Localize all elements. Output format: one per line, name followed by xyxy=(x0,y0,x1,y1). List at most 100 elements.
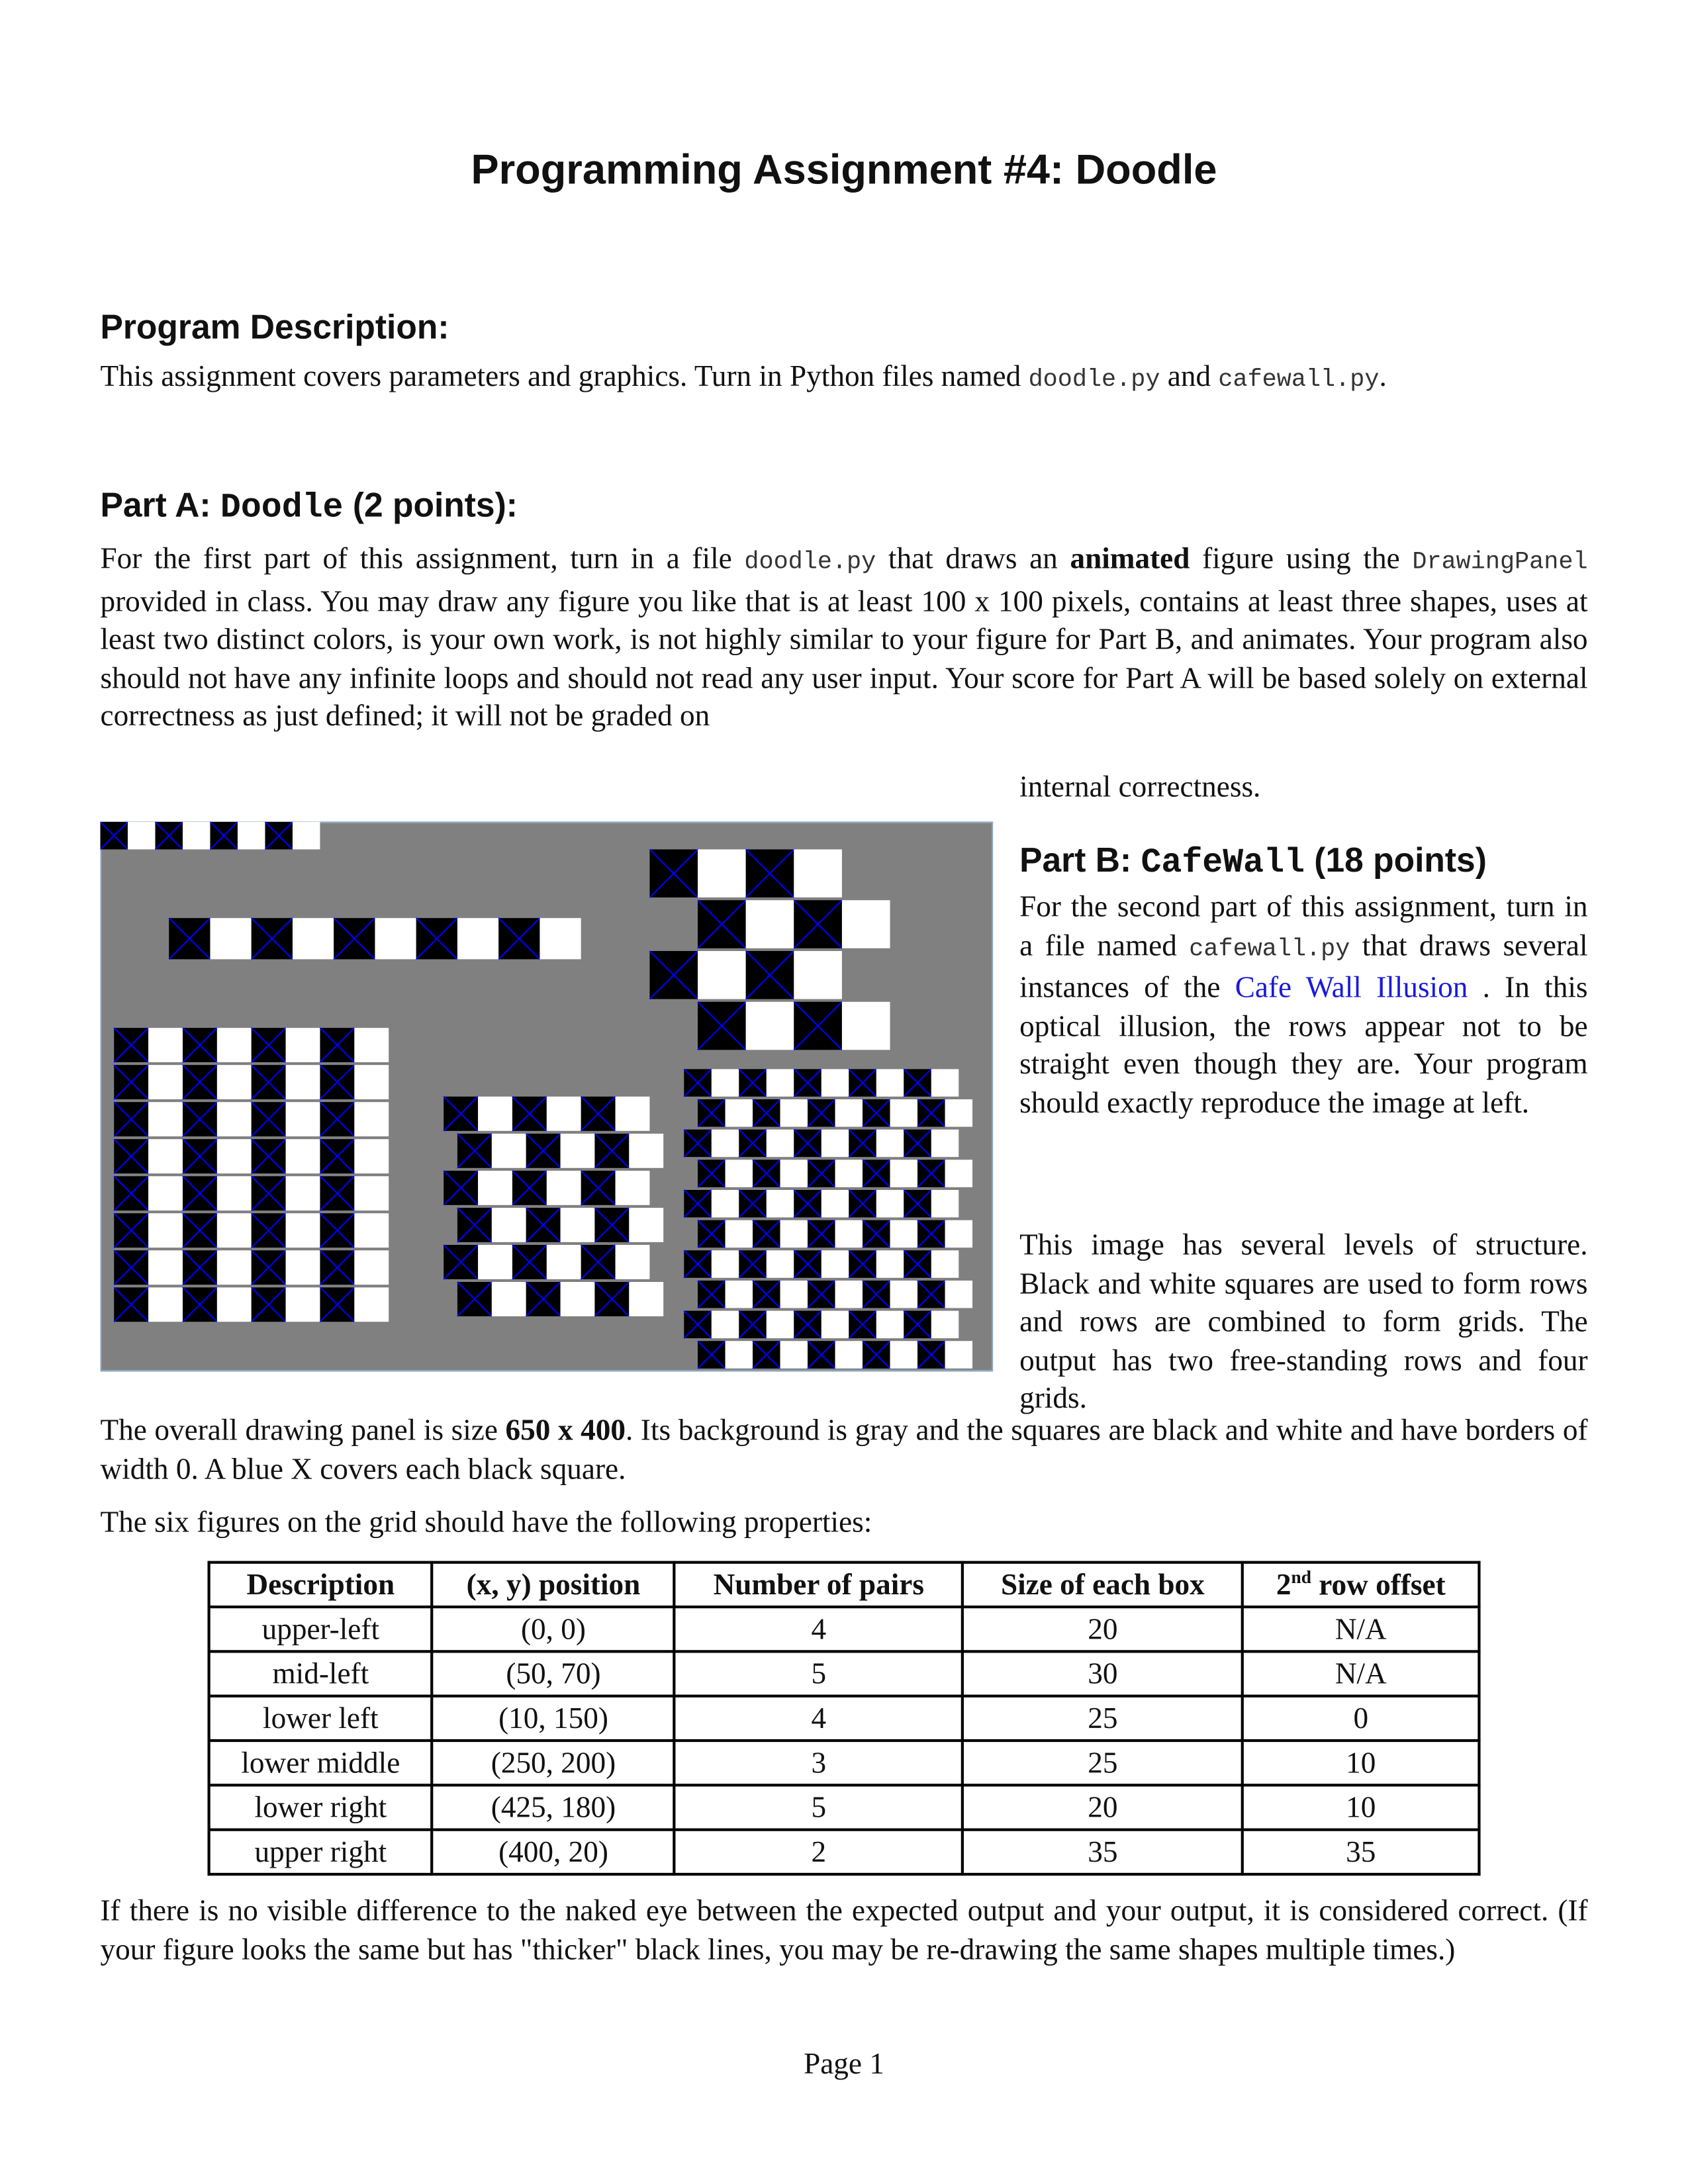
white-square xyxy=(216,1139,252,1174)
white-square xyxy=(354,1250,389,1285)
blue-x-line xyxy=(182,1064,218,1100)
white-square xyxy=(148,1176,183,1211)
blue-x-line xyxy=(862,1219,891,1248)
table-row: upper right (400, 20) 2 35 35 xyxy=(207,1828,1481,1876)
blue-x-line xyxy=(113,1212,149,1248)
white-square xyxy=(629,1133,664,1168)
white-square xyxy=(766,1250,794,1278)
cell-position: (50, 70) xyxy=(430,1650,677,1698)
blue-x-line xyxy=(752,1340,781,1369)
cell-description: lower left xyxy=(207,1694,434,1743)
blue-x-line xyxy=(697,1219,726,1248)
white-square xyxy=(148,1139,183,1174)
white-square xyxy=(629,1207,664,1242)
cell-description: upper-left xyxy=(207,1605,434,1653)
part-a-paragraph: For the first part of this assignment, t… xyxy=(100,540,1587,737)
cell-description: lower middle xyxy=(207,1739,434,1787)
blue-x-line xyxy=(793,1068,822,1097)
blue-x-line xyxy=(903,1189,932,1218)
blue-x-line xyxy=(113,1027,149,1063)
white-square xyxy=(931,1250,959,1278)
white-square xyxy=(725,1280,753,1308)
cell-description: lower right xyxy=(207,1784,434,1831)
blue-x-line xyxy=(917,1219,946,1248)
white-square xyxy=(945,1220,973,1248)
blue-x-line xyxy=(807,1099,836,1128)
white-square xyxy=(725,1341,753,1369)
white-square xyxy=(835,1160,863,1187)
header-pairs: Number of pairs xyxy=(673,1561,964,1609)
white-square xyxy=(835,1220,863,1248)
sup-text: 2nd xyxy=(1276,1566,1311,1602)
blue-x-line xyxy=(793,1128,822,1158)
blue-x-line xyxy=(807,1280,836,1309)
white-square xyxy=(711,1189,739,1218)
white-square xyxy=(766,1069,794,1097)
blue-x-line xyxy=(649,950,698,1000)
blue-x-line xyxy=(594,1207,630,1243)
white-square xyxy=(478,1170,512,1205)
blue-x-line xyxy=(512,1244,547,1280)
text: The overall drawing panel is size xyxy=(100,1413,506,1447)
blue-x-line xyxy=(113,1250,149,1285)
white-square xyxy=(890,1280,918,1308)
white-square xyxy=(711,1129,739,1158)
white-square xyxy=(780,1220,808,1248)
blue-x-line xyxy=(862,1340,891,1369)
text: This assignment covers parameters and gr… xyxy=(100,359,1029,393)
white-square xyxy=(285,1028,320,1063)
white-square xyxy=(766,1189,794,1218)
white-square xyxy=(148,1102,183,1137)
white-square xyxy=(491,1282,526,1316)
cell-pairs: 5 xyxy=(673,1650,964,1698)
white-square xyxy=(890,1220,918,1248)
header-size: Size of each box xyxy=(961,1561,1244,1609)
cell-position: (400, 20) xyxy=(430,1828,677,1876)
white-square xyxy=(711,1310,739,1339)
white-square xyxy=(216,1102,252,1137)
white-square xyxy=(931,1310,959,1339)
blue-x-line xyxy=(250,917,293,960)
blue-x-line xyxy=(250,1287,287,1322)
cell-size: 25 xyxy=(961,1739,1244,1787)
blue-x-line xyxy=(848,1310,877,1339)
program-description-heading: Program Description: xyxy=(100,309,449,347)
blue-x-line xyxy=(697,1099,726,1128)
white-square xyxy=(876,1069,904,1097)
white-square xyxy=(931,1069,959,1097)
white-square xyxy=(780,1280,808,1308)
white-square xyxy=(148,1028,183,1063)
cell-position: (0, 0) xyxy=(430,1605,677,1653)
blue-x-line xyxy=(752,1219,781,1248)
blue-x-line xyxy=(457,1207,492,1243)
white-square xyxy=(780,1160,808,1187)
text: that draws several instances of the xyxy=(1019,928,1588,1005)
blue-x-line xyxy=(793,1250,822,1279)
white-square xyxy=(745,900,794,948)
cell-offset: N/A xyxy=(1241,1605,1481,1653)
blue-x-line xyxy=(250,1027,287,1063)
white-square xyxy=(560,1282,595,1316)
blue-x-line xyxy=(319,1250,355,1285)
blue-x-line xyxy=(683,1189,712,1218)
cafe-wall-link[interactable]: Cafe Wall Illusion xyxy=(1235,970,1468,1005)
text: For the first part of this assignment, t… xyxy=(100,541,745,575)
blue-x-line xyxy=(250,1175,287,1211)
blue-x-line xyxy=(745,848,795,898)
white-square xyxy=(821,1250,849,1278)
white-square xyxy=(766,1310,794,1339)
blue-x-line xyxy=(683,1068,712,1097)
white-square xyxy=(354,1028,389,1063)
table-row: upper-left (0, 0) 4 20 N/A xyxy=(207,1605,1481,1653)
white-square xyxy=(292,821,320,850)
cell-pairs: 4 xyxy=(673,1694,964,1743)
white-square xyxy=(285,1102,320,1137)
filename-doodle: doodle.py xyxy=(1028,366,1160,394)
page-number: Page 1 xyxy=(804,2046,884,2081)
blue-x-line xyxy=(113,1287,149,1322)
blue-x-line xyxy=(168,917,211,960)
white-square xyxy=(725,1220,753,1248)
blue-x-line xyxy=(415,917,458,960)
white-square xyxy=(711,1250,739,1278)
blue-x-line xyxy=(683,1310,712,1339)
